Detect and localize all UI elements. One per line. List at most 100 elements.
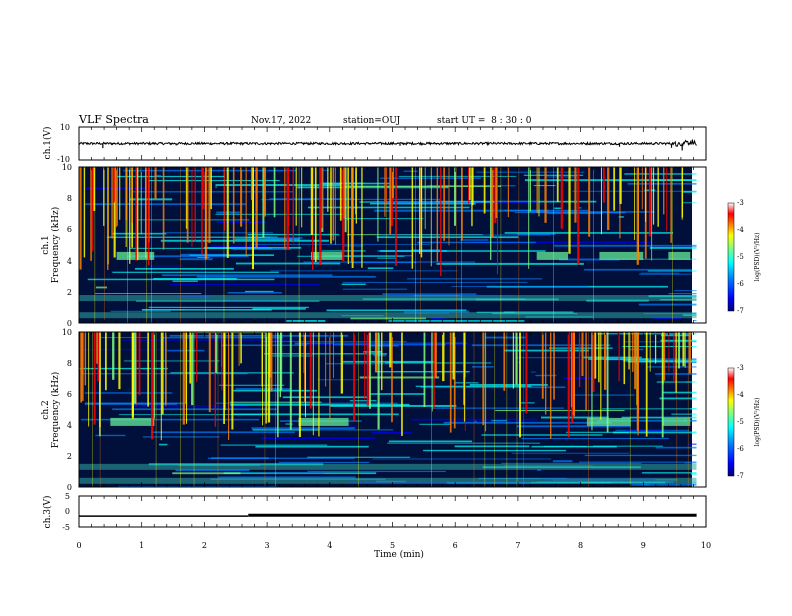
ch1-colorbar-label: log(PSD)(V²/Hz) (754, 233, 761, 282)
time-tick-label: 7 (515, 541, 520, 550)
spectrogram-streak (297, 255, 405, 257)
spectrogram-streak (85, 203, 247, 206)
time-tick-labels: 0 1 2 3 4 5 6 7 8 9 10 (76, 541, 711, 550)
spectrogram-spike (681, 167, 684, 218)
spectrogram-spike (661, 332, 664, 438)
spectrogram-spike (327, 167, 329, 212)
spectrogram-spike (224, 332, 226, 411)
spectrogram-spike (484, 332, 487, 432)
spectrogram-spike (574, 167, 577, 223)
spectrogram-spike (332, 167, 335, 241)
spectrogram-spike (436, 167, 439, 262)
spectrogram-spike (343, 167, 345, 219)
spectrogram-spike (304, 332, 306, 402)
spectrogram-spike (538, 167, 540, 217)
spectrogram-streak (376, 236, 519, 239)
spectrogram-streak (215, 402, 398, 404)
spectrogram-streak (252, 429, 319, 431)
spectrogram-streak (684, 462, 697, 464)
spectrogram-streak (318, 429, 394, 431)
ch1-colorbar-tick: -4 (737, 226, 744, 234)
ch1-colorbar-tick: -6 (737, 280, 744, 288)
spectrogram-streak (470, 241, 652, 243)
spectrogram-streak (172, 280, 198, 282)
ch1-colorbar-tick: -7 (737, 307, 744, 315)
spectrogram-spike (483, 167, 486, 214)
ch3-ytick: -5 (62, 523, 70, 532)
spectrogram-spike (585, 332, 587, 411)
spectrogram-streak (162, 232, 273, 234)
spectrogram-streak (169, 334, 349, 337)
spectrogram-streak (155, 174, 162, 177)
spectrogram-spike (250, 167, 253, 200)
spectrogram-streak (307, 206, 470, 209)
spectrogram-streak (207, 457, 355, 459)
spectrogram-spike (208, 332, 211, 413)
spectrogram-streak (630, 483, 697, 486)
spectrogram-spike (161, 332, 164, 415)
ch3-frame (78, 495, 707, 528)
spectrogram-streak (420, 386, 566, 389)
spectrogram-spike (273, 167, 276, 218)
spectrogram-spike (303, 332, 305, 374)
spectrogram-streak (566, 431, 629, 433)
spectrogram-spike (636, 167, 639, 265)
spectrogram-streak (323, 255, 413, 257)
spectrogram-streak (415, 385, 532, 387)
ch1-spectrogram-image (79, 167, 706, 323)
time-tick-label: 8 (578, 541, 583, 550)
spectrogram-streak (189, 254, 274, 257)
spectrogram-spike (165, 332, 167, 405)
spectrogram-spike (377, 332, 380, 430)
spectrogram-spike (600, 167, 602, 235)
spectrogram-spike (375, 332, 377, 370)
spectrogram-spike (588, 167, 591, 237)
spectrogram-spike (314, 167, 317, 263)
spectrogram-streak (367, 267, 394, 269)
spectrogram-spike (443, 167, 445, 241)
spectrogram-streak (221, 344, 307, 347)
spectrogram-spike (464, 332, 466, 431)
spectrogram-streak (112, 408, 277, 411)
spectrogram-spike (490, 167, 492, 260)
spectrogram-streak (147, 179, 280, 182)
spectrogram-spike (289, 332, 292, 430)
spectrogram-streak (584, 268, 692, 271)
spectrogram-spike (384, 167, 386, 217)
spectrogram-streak (112, 232, 167, 235)
spectrogram-spike (79, 167, 82, 270)
spectrogram-spike (619, 167, 622, 204)
spectrogram-streak (233, 389, 317, 392)
spectrogram-streak (554, 207, 562, 210)
spectrogram-spike (632, 332, 634, 372)
spectrogram-streak (110, 310, 171, 312)
spectrogram-spike (594, 332, 597, 379)
spectrogram-streak (548, 347, 613, 349)
spectrogram-spike (395, 167, 397, 266)
spectrogram-spike (111, 167, 113, 239)
spectrogram-streak (326, 198, 441, 201)
spectrogram-spike (347, 167, 349, 265)
spectrogram-spike (342, 167, 345, 261)
spectrogram-spike (495, 167, 498, 219)
spectrogram-spike (623, 332, 626, 385)
spectrogram-spike (333, 332, 334, 378)
spectrogram-spike (202, 167, 205, 210)
spectrogram-spike (83, 167, 86, 258)
ch2-freq-tick: 0 (67, 483, 72, 492)
spectrogram-spike (201, 167, 203, 255)
spectrogram-spike (411, 167, 414, 269)
spectrogram-spike (185, 332, 187, 404)
spectrogram-spike (145, 167, 147, 259)
spectrogram-streak (252, 307, 306, 310)
spectrogram-spike (468, 167, 470, 205)
spectrogram-spike (645, 167, 647, 222)
spectrogram-streak (131, 405, 248, 407)
spectrogram-streak (623, 360, 697, 362)
spectrogram-streak (349, 261, 417, 264)
spectrogram-spike (663, 332, 666, 381)
spectrogram-streak (584, 454, 697, 457)
spectrogram-streak (343, 185, 502, 188)
spectrogram-streak (656, 381, 694, 383)
spectrogram-band (79, 295, 697, 302)
